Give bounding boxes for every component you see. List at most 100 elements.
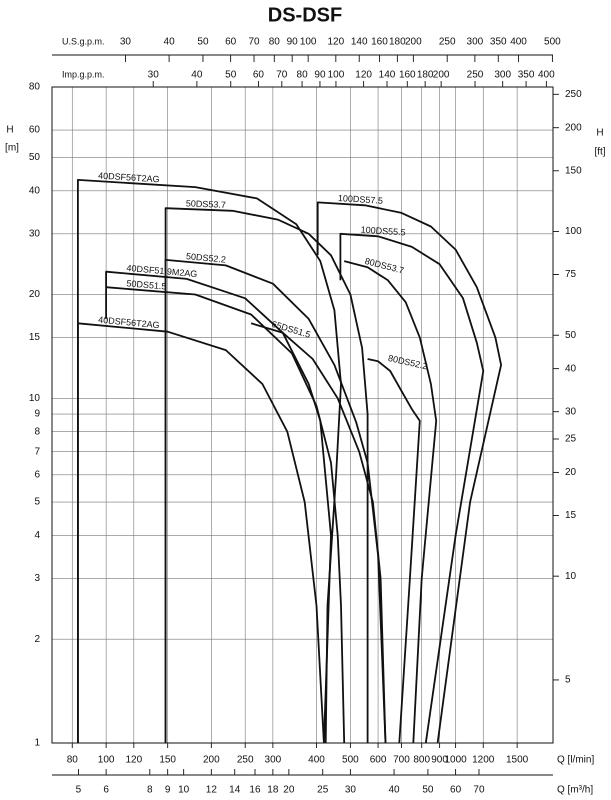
secondary-axis-label: U.S.g.p.m. <box>62 36 105 46</box>
secondary-tick-label: 18 <box>267 785 279 796</box>
secondary-tick-label: 60 <box>225 37 237 48</box>
y2-tick-label: 100 <box>565 226 582 237</box>
y2-tick-label: 200 <box>565 122 582 133</box>
y2-axis-label: H <box>596 128 603 139</box>
y2-tick-label: 25 <box>565 434 577 445</box>
pump-curve <box>105 270 332 744</box>
secondary-tick-label: 200 <box>433 70 450 81</box>
y-tick-label: 30 <box>29 228 41 239</box>
secondary-tick-label: 80 <box>269 37 281 48</box>
x-tick-label: 800 <box>413 755 430 766</box>
x-tick-label: 500 <box>342 755 359 766</box>
secondary-tick-label: 400 <box>510 37 527 48</box>
pump-curve <box>250 322 387 744</box>
plot-frame <box>51 86 554 744</box>
secondary-tick-label: 160 <box>399 70 416 81</box>
x-tick-label: 200 <box>203 755 220 766</box>
y2-tick-label: 150 <box>565 165 582 176</box>
secondary-tick-label: 50 <box>422 785 434 796</box>
secondary-tick-label: 100 <box>328 70 345 81</box>
curve-label: 50DS52.2 <box>186 251 227 265</box>
secondary-tick-label: 100 <box>300 37 317 48</box>
secondary-axis-label: Imp.g.p.m. <box>62 69 105 79</box>
secondary-axis-label: Q [m³/h] <box>557 785 593 796</box>
curve-label: 80DS53.7 <box>364 256 405 276</box>
secondary-tick-label: 300 <box>494 70 511 81</box>
y2-tick-label: 30 <box>565 406 577 417</box>
secondary-tick-label: 250 <box>467 70 484 81</box>
y2-axis-unit: [ft] <box>594 147 605 158</box>
x-tick-label: 600 <box>370 755 387 766</box>
secondary-tick-label: 14 <box>229 785 241 796</box>
secondary-tick-label: 90 <box>314 70 326 81</box>
pump-curve <box>316 201 502 744</box>
secondary-tick-label: 200 <box>405 37 422 48</box>
secondary-tick-label: 180 <box>389 37 406 48</box>
secondary-tick-label: 9 <box>165 785 171 796</box>
secondary-tick-label: 40 <box>191 70 203 81</box>
secondary-tick-label: 120 <box>355 70 372 81</box>
y2-tick-label: 50 <box>565 330 577 341</box>
y2-tick-label: 5 <box>565 675 571 686</box>
secondary-tick-label: 40 <box>164 37 176 48</box>
secondary-tick-label: 90 <box>287 37 299 48</box>
pump-curve <box>367 358 421 744</box>
pump-curve <box>164 207 369 743</box>
y-axis-label: H <box>6 125 13 136</box>
y-tick-label: 60 <box>29 125 41 136</box>
secondary-tick-label: 40 <box>388 785 400 796</box>
y-tick-label: 80 <box>29 82 41 93</box>
pump-curve <box>164 259 387 744</box>
secondary-tick-label: 80 <box>297 70 309 81</box>
y-tick-label: 1 <box>34 738 40 749</box>
secondary-tick-label: 160 <box>371 37 388 48</box>
secondary-tick-label: 10 <box>178 785 190 796</box>
y-tick-label: 40 <box>29 185 41 196</box>
pump-curve <box>77 179 342 744</box>
y-tick-label: 7 <box>34 446 40 457</box>
y2-tick-label: 15 <box>565 510 577 521</box>
pump-curve <box>343 260 438 744</box>
y-tick-label: 50 <box>29 152 41 163</box>
secondary-tick-label: 70 <box>248 37 260 48</box>
curve-label: 50DS51.5 <box>126 278 167 291</box>
curve-label: 100DS57.5 <box>338 193 384 206</box>
x-tick-label: 1200 <box>472 755 495 766</box>
secondary-tick-label: 250 <box>439 37 456 48</box>
x-axis-label: Q [l/min] <box>557 755 594 766</box>
secondary-tick-label: 70 <box>473 785 485 796</box>
x-tick-label: 80 <box>67 755 79 766</box>
secondary-tick-label: 350 <box>490 37 507 48</box>
curve-label: 80DS52.2 <box>387 353 428 371</box>
x-tick-label: 900 <box>431 755 448 766</box>
y-tick-label: 3 <box>34 573 40 584</box>
x-tick-label: 150 <box>159 755 176 766</box>
secondary-tick-label: 60 <box>450 785 462 796</box>
secondary-tick-label: 30 <box>345 785 357 796</box>
x-tick-label: 700 <box>393 755 410 766</box>
y2-tick-label: 10 <box>565 571 577 582</box>
x-tick-label: 1500 <box>506 755 529 766</box>
curve-label: 50DS53.7 <box>186 198 226 210</box>
y-tick-label: 4 <box>34 530 40 541</box>
chart-title: DS-DSF <box>268 4 342 26</box>
y-tick-label: 5 <box>34 497 40 508</box>
y2-tick-label: 250 <box>565 89 582 100</box>
secondary-tick-label: 140 <box>351 37 368 48</box>
y-tick-label: 9 <box>34 409 40 420</box>
y-tick-label: 2 <box>34 634 40 645</box>
y-tick-label: 6 <box>34 469 40 480</box>
secondary-tick-label: 20 <box>283 785 295 796</box>
secondary-tick-label: 12 <box>206 785 218 796</box>
secondary-tick-label: 50 <box>197 37 209 48</box>
secondary-tick-label: 400 <box>538 70 555 81</box>
curve-label: 65DS51.5 <box>270 319 311 340</box>
secondary-tick-label: 16 <box>249 785 261 796</box>
secondary-tick-label: 8 <box>147 785 153 796</box>
secondary-tick-label: 350 <box>518 70 535 81</box>
secondary-tick-label: 60 <box>253 70 265 81</box>
secondary-tick-label: 140 <box>379 70 396 81</box>
secondary-tick-label: 30 <box>148 70 160 81</box>
curve-label: 100DS55.5 <box>360 225 406 238</box>
